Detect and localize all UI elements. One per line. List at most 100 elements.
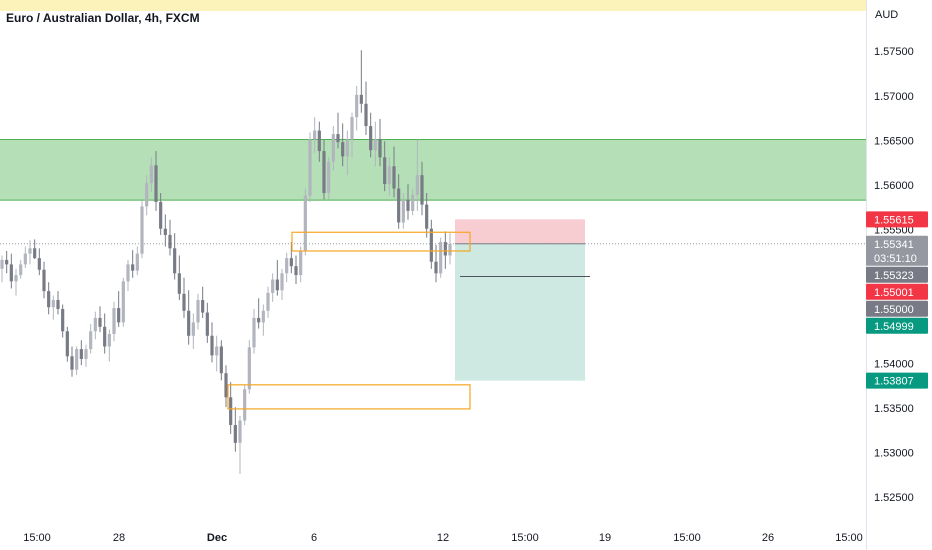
price-tick-label: 1.56000 (874, 180, 914, 192)
candle-body (84, 349, 88, 359)
candle (411, 188, 415, 216)
candle-body (308, 139, 312, 196)
candle-body (149, 165, 153, 184)
time-tick-label: 15:00 (835, 532, 863, 544)
candle-body (299, 250, 303, 276)
candle (271, 273, 275, 302)
candle (145, 175, 149, 216)
candle-body (61, 308, 65, 332)
candle (168, 219, 172, 256)
time-tick-label: 15:00 (511, 532, 539, 544)
candle-body (79, 349, 83, 359)
candle-body (154, 165, 158, 202)
candle-body (112, 308, 116, 334)
price-label: 1.55000 (866, 300, 928, 317)
candle (341, 123, 345, 167)
candle-body (238, 420, 242, 443)
candle (252, 308, 256, 354)
candle (163, 214, 167, 247)
candle (448, 233, 452, 265)
candle-body (219, 346, 223, 374)
candle (215, 335, 219, 372)
candle (19, 259, 23, 279)
candle (93, 311, 97, 340)
candle (201, 286, 205, 318)
time-tick-label: 19 (599, 532, 611, 544)
candle (196, 293, 200, 330)
order-block-box[interactable] (291, 231, 471, 252)
candle (89, 324, 93, 354)
candle (117, 291, 121, 327)
candle (439, 237, 443, 278)
candle-body (327, 161, 331, 194)
candle (210, 322, 214, 363)
candle-body (294, 266, 298, 276)
candle-body (448, 243, 452, 256)
candle-body (23, 253, 27, 265)
candle (28, 240, 32, 265)
candle-body (98, 317, 102, 327)
candle-body (117, 308, 121, 323)
price-tick-label: 1.53000 (874, 448, 914, 460)
candle (182, 277, 186, 318)
candle (149, 157, 153, 193)
candle (280, 268, 284, 301)
candle (275, 259, 279, 296)
candle (126, 259, 130, 292)
price-axis-currency: AUD (875, 9, 898, 21)
price-label: 1.55323 (866, 266, 928, 283)
candle-body (65, 331, 69, 357)
candle (159, 193, 163, 235)
chart-title: Euro / Australian Dollar, 4h, FXCM (6, 11, 200, 25)
price-label: 1.55341 03:51:10 (866, 235, 928, 266)
candle-body (191, 322, 195, 336)
candle (219, 340, 223, 381)
candle (37, 248, 41, 276)
candle-body (14, 275, 18, 282)
candle-body (205, 312, 209, 336)
time-tick-label: 28 (113, 532, 125, 544)
price-label-text: 1.54999 (874, 321, 914, 333)
candle-body (140, 206, 144, 254)
candle-body (266, 292, 270, 311)
price-label-text: 1.55001 (874, 287, 914, 299)
price-label-bg (866, 300, 928, 317)
price-label: 1.55615 (866, 211, 928, 228)
price-label-bg (866, 211, 928, 228)
candle-body (336, 134, 340, 143)
candle-body (355, 94, 359, 118)
candle (33, 239, 37, 260)
candle (392, 146, 396, 198)
candle (378, 118, 382, 167)
candle-body (229, 397, 233, 425)
candle (313, 117, 317, 153)
candle-body (121, 281, 125, 323)
candle-body (224, 373, 228, 398)
candle (14, 268, 18, 296)
price-tick-label: 1.55500 (874, 225, 914, 237)
price-label-text: 1.55000 (874, 304, 914, 316)
time-tick-label: Dec (207, 532, 227, 544)
candle (131, 250, 135, 278)
order-block-box[interactable] (227, 384, 471, 410)
price-tick-label: 1.54000 (874, 358, 914, 370)
stop-loss-area[interactable] (455, 219, 585, 244)
candle (294, 255, 298, 285)
candle-body (19, 264, 23, 276)
candle (345, 130, 349, 176)
top-notice-bar (0, 0, 866, 11)
candle (79, 340, 83, 366)
candle-body (210, 335, 214, 356)
candle (308, 132, 312, 202)
price-label-bg (866, 266, 928, 283)
candle-body (289, 258, 293, 267)
candle-body (145, 183, 149, 207)
candle-body (126, 264, 130, 282)
candle-body (429, 228, 433, 262)
take-profit-area[interactable] (455, 243, 585, 381)
candle (0, 255, 4, 283)
candle-body (411, 194, 415, 211)
short-position-tool[interactable] (455, 219, 590, 381)
candle (257, 298, 261, 329)
